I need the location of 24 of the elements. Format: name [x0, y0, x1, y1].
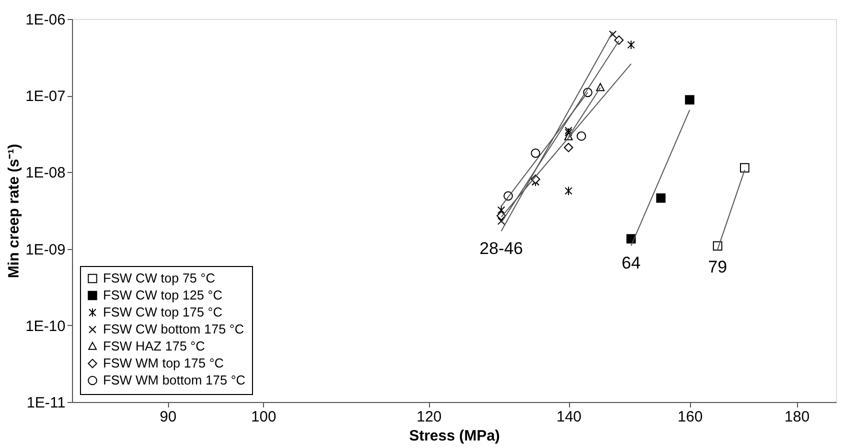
x-axis-title: Stress (MPa) — [409, 428, 500, 444]
legend-label: FSW HAZ 175 °C — [103, 338, 205, 354]
annotation: 64 — [622, 254, 641, 273]
y-tick-label: 1E-07 — [25, 88, 66, 106]
annotation: 79 — [708, 257, 728, 276]
legend-label: FSW CW top 125 °C — [103, 288, 222, 302]
annotation: 28-46 — [480, 239, 524, 258]
legend-label: FSW WM bottom 175 °C — [103, 372, 246, 388]
y-tick-label: 1E-08 — [25, 164, 66, 182]
y-tick-label: 1E-11 — [26, 394, 66, 412]
x-tick-label: 90 — [160, 408, 176, 426]
x-tick-label: 120 — [416, 408, 442, 426]
legend-label: FSW CW top 75 °C — [103, 270, 216, 286]
x-tick-label: 180 — [784, 408, 810, 426]
x-tick-label: 100 — [251, 408, 276, 426]
legend-label: FSW CW bottom 175 °C — [103, 322, 244, 336]
y-tick-label: 1E-09 — [25, 241, 66, 258]
y-tick-label: 1E-10 — [25, 318, 66, 335]
legend-label: FSW CW top 175 °C — [103, 304, 222, 320]
x-tick-label: 160 — [678, 408, 703, 426]
legend-label: FSW WM top 175 °C — [103, 356, 224, 370]
y-axis-title: Min creep rate (s⁻¹) — [5, 144, 22, 278]
x-tick-label: 140 — [556, 408, 582, 426]
y-tick-label: 1E-06 — [25, 12, 66, 28]
